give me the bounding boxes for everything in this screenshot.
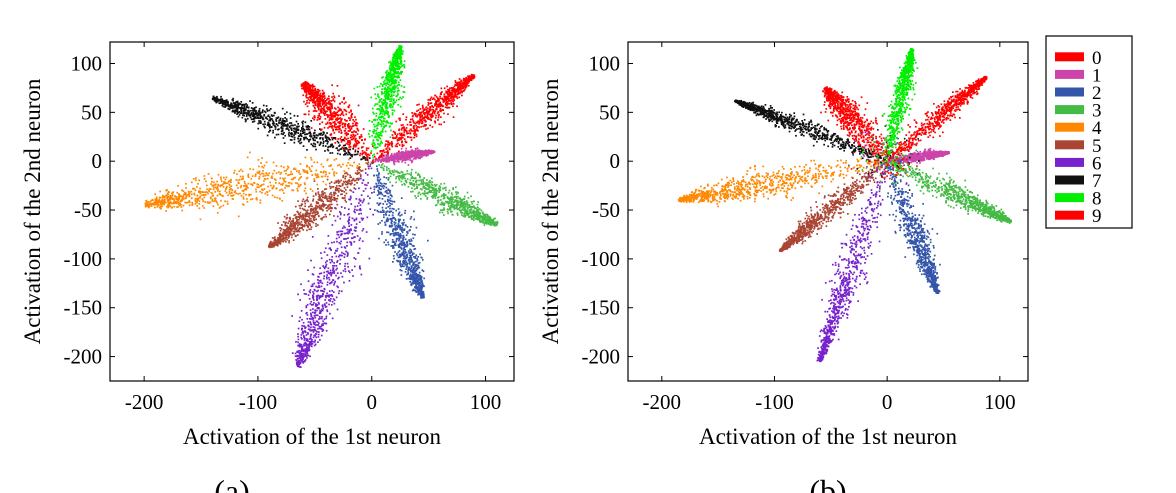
legend-swatch-3: [1055, 105, 1084, 115]
x-tick-label: -200: [643, 390, 682, 414]
series-5-points: [268, 161, 373, 249]
x-tick-label: 100: [984, 390, 1016, 414]
x-tick-label: -200: [125, 390, 164, 414]
legend-swatch-7: [1055, 175, 1084, 185]
panel-a: -200 -100 0 100 -200 -150 -100 -50 0 50 100 Activat…: [20, 41, 515, 449]
series-7-point: [334, 137, 337, 139]
series-0-points: [300, 81, 374, 160]
legend-label-4: 4: [1092, 118, 1102, 139]
legend-swatch-2: [1055, 87, 1084, 97]
series-0-point: [372, 145, 374, 147]
y-tick-label: -200: [64, 345, 103, 369]
legend-swatch-5: [1055, 140, 1084, 150]
x-tick-label: -100: [239, 390, 278, 414]
series-4-points: [677, 138, 908, 208]
series-8-point: [381, 134, 383, 137]
legend-label-2: 2: [1092, 83, 1102, 104]
series-1-points: [372, 147, 436, 166]
y-tick-label: -100: [582, 247, 621, 271]
legend-swatch-6: [1055, 157, 1084, 167]
y-tick-label: -100: [64, 247, 103, 271]
series-4-points: [144, 151, 367, 221]
plot-frame: [109, 41, 515, 382]
series-7-points: [211, 95, 371, 161]
series-3-point: [424, 182, 427, 185]
y-axis-label: Activation of the 2nd neuron: [538, 78, 563, 344]
series-8-points: [367, 45, 406, 159]
y-tick-label: 0: [92, 149, 103, 173]
y-tick-label: 100: [589, 51, 621, 75]
series-6-points: [291, 165, 376, 368]
scatter-points: [144, 45, 499, 368]
plot-frame: [627, 41, 1029, 382]
legend-label-5: 5: [1092, 136, 1102, 157]
series-9-points: [850, 75, 988, 183]
x-tick-label: -100: [755, 390, 794, 414]
series-2-points: [848, 131, 941, 294]
legend-label-6: 6: [1092, 153, 1102, 174]
x-axis-label: Activation of the 1st neuron: [183, 424, 442, 449]
legend-label-7: 7: [1092, 171, 1102, 192]
y-axis-label: Activation of the 2nd neuron: [20, 78, 45, 344]
y-tick-label: 0: [610, 149, 621, 173]
y-tick-label: 50: [81, 100, 102, 124]
x-tick-label: 100: [470, 390, 502, 414]
series-4-point: [262, 166, 265, 169]
legend-label-1: 1: [1092, 65, 1102, 86]
x-tick-label: 0: [882, 390, 893, 414]
legend-label-3: 3: [1092, 101, 1102, 122]
legend-label-9: 9: [1092, 206, 1102, 227]
legend-swatch-8: [1055, 193, 1084, 203]
x-tick-label: 0: [366, 390, 377, 414]
series-7-points: [734, 99, 921, 191]
series-2-points: [369, 162, 429, 299]
y-tick-label: 50: [599, 100, 620, 124]
x-axis-label: Activation of the 1st neuron: [699, 424, 958, 449]
legend-label-8: 8: [1092, 189, 1102, 210]
legend-swatch-1: [1055, 69, 1084, 79]
y-tick-label: -50: [592, 198, 620, 222]
series-3-points: [860, 133, 1012, 224]
legend-label-0: 0: [1092, 48, 1102, 69]
y-tick-label: -200: [582, 345, 621, 369]
series-5-point: [302, 217, 304, 220]
series-5-points: [778, 129, 914, 253]
y-tick-label: -150: [64, 296, 103, 320]
panel-b: -200 -100 0 100 -200 -150 -100 -50 0 50 100 Activat…: [538, 41, 1029, 449]
series-9-points: [371, 73, 476, 163]
y-tick-label: 100: [71, 51, 103, 75]
legend-swatch-0: [1055, 52, 1084, 62]
series-9-point: [932, 114, 934, 117]
legend-swatch-9: [1055, 210, 1084, 220]
y-tick-label: -150: [582, 296, 621, 320]
legend-swatch-4: [1055, 122, 1084, 132]
y-tick-label: -50: [74, 198, 102, 222]
series-8-points: [861, 48, 919, 187]
panel-label-b: (b): [809, 473, 846, 493]
series-3-points: [378, 163, 499, 227]
panel-label-a: (a): [214, 473, 250, 493]
series-0-points: [820, 86, 924, 179]
scatter-points: [677, 48, 1012, 363]
